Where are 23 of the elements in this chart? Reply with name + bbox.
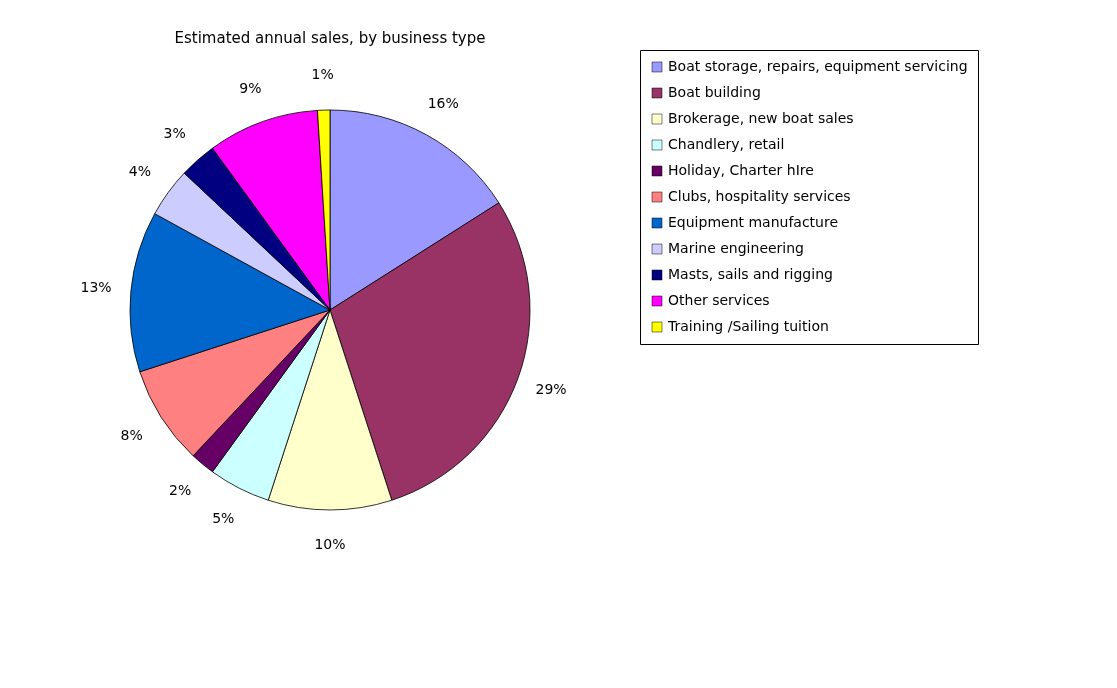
legend-label: Clubs, hospitality services (668, 188, 851, 204)
data-label: 8% (120, 426, 143, 443)
legend-label: Marine engineering (668, 240, 805, 256)
data-label: 13% (80, 278, 112, 295)
data-label: 9% (239, 79, 262, 96)
legend-label: Equipment manufacture (668, 214, 839, 230)
data-label: 2% (169, 482, 192, 499)
data-label: 16% (427, 95, 459, 112)
data-label: 4% (128, 162, 151, 179)
data-label: 3% (163, 124, 186, 141)
legend-label: Masts, sails and rigging (668, 266, 833, 282)
legend-label: Chandlery, retail (668, 136, 785, 152)
legend-label: Holiday, Charter hIre (668, 162, 814, 178)
legend-label: Other services (668, 292, 770, 308)
data-label: 1% (311, 66, 334, 83)
legend-label: Training /Sailing tuition (667, 318, 829, 334)
data-label: 29% (535, 380, 567, 397)
data-label: 5% (212, 510, 235, 527)
data-label: 10% (314, 536, 346, 552)
legend-label: Brokerage, new boat sales (668, 110, 854, 126)
legend-label: Boat storage, repairs, equipment servicing (668, 58, 968, 74)
chart-title: Estimated annual sales, by business type (174, 28, 486, 47)
legend-label: Boat building (668, 84, 761, 100)
